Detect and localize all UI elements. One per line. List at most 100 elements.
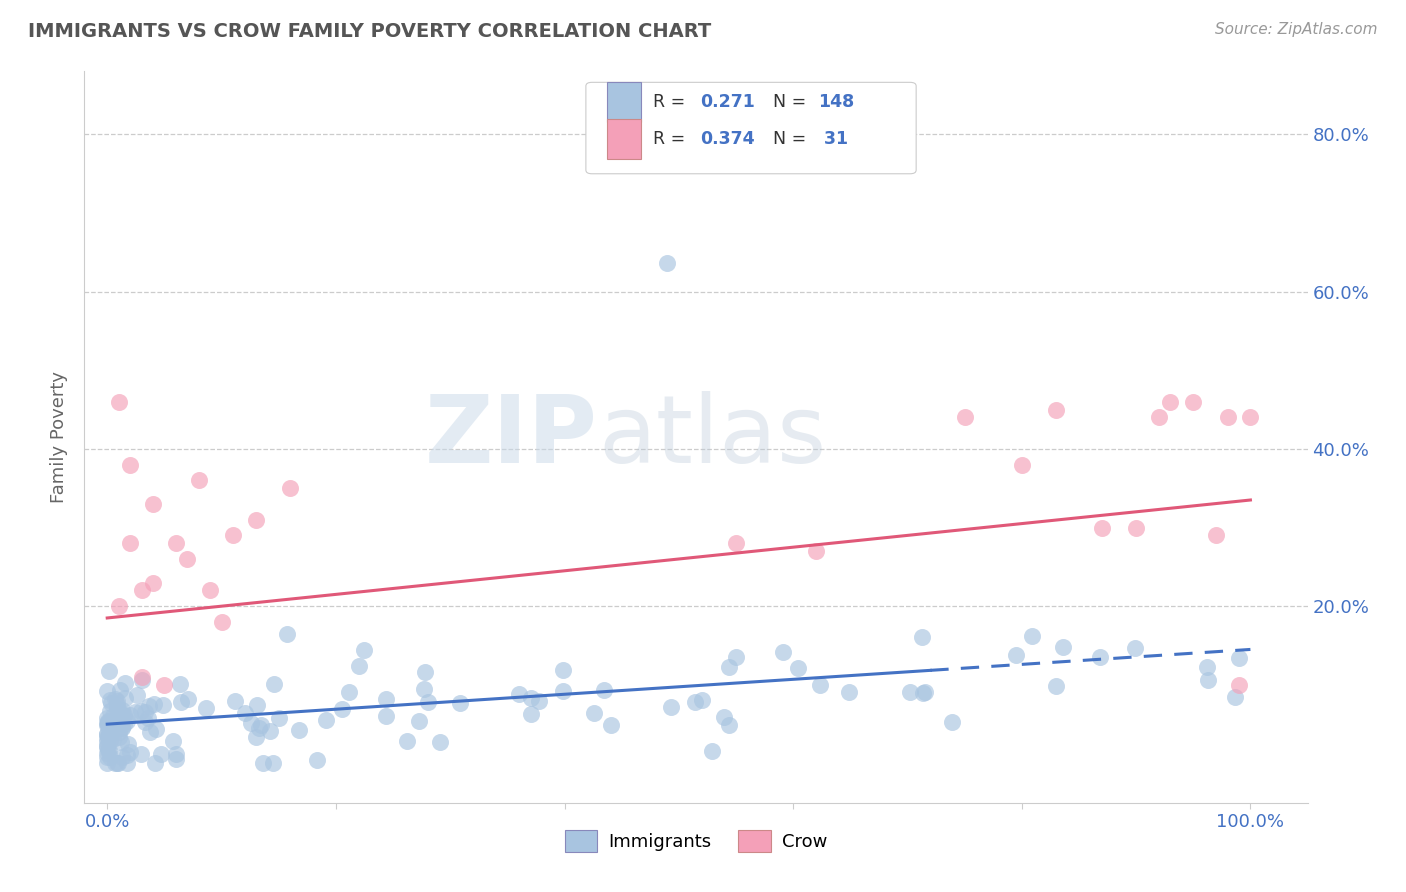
Point — [97, 730, 120, 744]
Point — [337, 685, 360, 699]
Point — [375, 691, 398, 706]
Point — [276, 627, 298, 641]
Point — [278, 481, 301, 495]
Point — [139, 725, 162, 739]
Point — [1182, 394, 1205, 409]
Point — [332, 702, 354, 716]
Point — [1147, 410, 1170, 425]
Point — [97, 715, 120, 730]
Point — [110, 706, 132, 721]
Text: N =: N = — [773, 130, 806, 148]
Text: 31: 31 — [818, 130, 848, 148]
Point — [131, 673, 153, 687]
Text: 0.271: 0.271 — [700, 93, 755, 111]
Point — [110, 735, 132, 749]
Point — [96, 735, 118, 749]
Point — [169, 677, 191, 691]
Point — [107, 756, 129, 771]
Point — [838, 685, 860, 699]
Point — [101, 709, 124, 723]
Point — [153, 678, 176, 692]
Point — [96, 739, 118, 754]
Point — [713, 709, 735, 723]
Point — [124, 705, 146, 719]
Point — [288, 723, 311, 738]
Point — [239, 716, 262, 731]
Point — [683, 695, 706, 709]
Point — [105, 716, 128, 731]
Point — [347, 659, 370, 673]
Point — [527, 694, 550, 708]
Point — [112, 707, 135, 722]
Point — [112, 717, 135, 731]
Point — [98, 732, 121, 747]
Point — [195, 701, 218, 715]
Point — [787, 661, 810, 675]
Point — [107, 394, 129, 409]
Point — [1125, 520, 1147, 534]
Point — [375, 708, 398, 723]
Point — [593, 683, 616, 698]
Text: ZIP: ZIP — [425, 391, 598, 483]
Point — [1091, 520, 1114, 534]
Point — [222, 528, 245, 542]
Point — [449, 696, 471, 710]
Point — [245, 513, 267, 527]
Point — [129, 705, 152, 719]
Point — [96, 718, 118, 732]
Point — [416, 695, 439, 709]
Point — [96, 750, 118, 764]
Point — [115, 756, 138, 771]
Point — [96, 684, 118, 698]
Point — [599, 718, 621, 732]
Point — [1123, 640, 1146, 655]
Point — [105, 756, 128, 771]
Point — [142, 697, 165, 711]
Point — [165, 536, 187, 550]
Point — [105, 694, 128, 708]
Point — [315, 713, 337, 727]
Point — [96, 746, 118, 760]
Point — [131, 583, 153, 598]
Point — [96, 739, 118, 753]
Point — [198, 583, 221, 598]
Legend: Immigrants, Crow: Immigrants, Crow — [558, 823, 834, 860]
Point — [176, 552, 198, 566]
Point — [118, 708, 141, 723]
Text: R =: R = — [654, 93, 685, 111]
Point — [1159, 394, 1181, 409]
Point — [149, 747, 172, 761]
Point — [724, 650, 747, 665]
Point — [1216, 410, 1239, 425]
Point — [145, 723, 167, 737]
Point — [117, 737, 139, 751]
Point — [96, 710, 118, 724]
Point — [553, 683, 575, 698]
Point — [267, 711, 290, 725]
Point — [690, 693, 713, 707]
Point — [177, 692, 200, 706]
Point — [120, 536, 142, 550]
Point — [808, 678, 831, 692]
Point — [1205, 528, 1227, 542]
Point — [138, 698, 160, 713]
Point — [941, 714, 963, 729]
Point — [97, 743, 120, 757]
Point — [97, 717, 120, 731]
Point — [1227, 651, 1250, 665]
Point — [97, 664, 120, 678]
Point — [104, 756, 127, 771]
Point — [772, 645, 794, 659]
Point — [395, 734, 418, 748]
Point — [162, 734, 184, 748]
Point — [700, 744, 723, 758]
Point — [114, 690, 136, 705]
Point — [408, 714, 430, 729]
Y-axis label: Family Poverty: Family Poverty — [51, 371, 69, 503]
Point — [96, 731, 118, 745]
Point — [97, 714, 120, 729]
Point — [718, 660, 741, 674]
Point — [657, 256, 679, 270]
Point — [508, 686, 530, 700]
Point — [187, 473, 209, 487]
